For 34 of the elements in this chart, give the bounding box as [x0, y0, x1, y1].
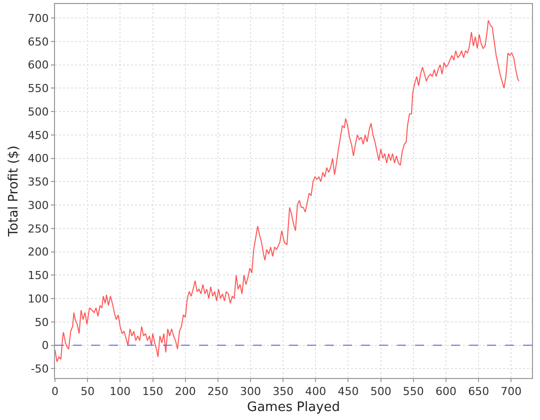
y-tick-label: 100	[28, 292, 49, 306]
x-tick-label: 300	[240, 385, 261, 398]
y-tick-label: 450	[28, 128, 49, 142]
y-tick-label: 400	[28, 152, 49, 166]
x-tick-label: 150	[142, 385, 164, 398]
x-tick-label: 450	[338, 385, 359, 398]
x-tick-label: 50	[80, 385, 95, 398]
y-tick-label: 550	[28, 82, 49, 95]
y-tick-label: 200	[28, 246, 49, 259]
x-tick-label: 550	[402, 385, 424, 398]
y-tick-label: 500	[28, 105, 49, 118]
line-series	[55, 20, 520, 362]
y-tick-label: -50	[30, 362, 49, 376]
y-tick-label: 0	[42, 339, 49, 352]
y-tick-label: 150	[28, 269, 49, 282]
x-tick-label: 250	[207, 385, 228, 398]
x-tick-label: 650	[468, 385, 490, 398]
x-tick-label: 100	[110, 385, 131, 398]
y-tick-label: 50	[34, 316, 49, 329]
y-tick-label: 700	[28, 12, 49, 25]
y-axis-title: Total Profit ($)	[6, 146, 22, 238]
x-tick-label: 500	[370, 385, 392, 398]
x-tick-label: 350	[272, 385, 294, 398]
x-tick-label: 700	[500, 385, 522, 398]
x-tick-label: 600	[435, 385, 456, 398]
x-tick-label: 200	[174, 385, 196, 398]
y-tick-label: 300	[28, 198, 49, 212]
y-tick-label: 250	[28, 222, 49, 236]
x-axis-title: Games Played	[247, 400, 340, 415]
y-tick-label: 350	[28, 176, 49, 188]
x-tick-label: 0	[52, 385, 58, 398]
y-tick-label: 600	[28, 58, 49, 72]
y-tick-label: 650	[28, 35, 49, 48]
x-tick-label: 400	[305, 385, 326, 398]
